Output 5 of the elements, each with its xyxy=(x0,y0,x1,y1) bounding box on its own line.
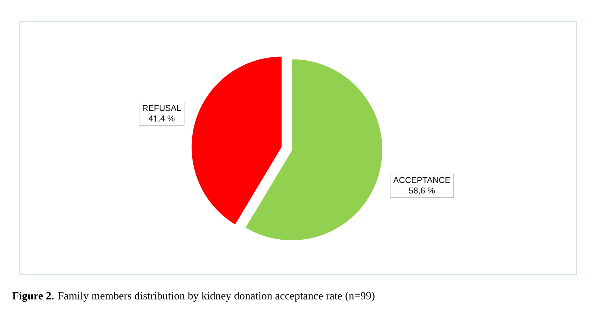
data-label: 58,6 % xyxy=(409,188,435,195)
data-label: 41,4 % xyxy=(148,116,175,123)
slice-label: ACCEPTANCE xyxy=(393,177,450,184)
slice-label: REFUSAL xyxy=(143,105,182,112)
text: Figure 2. Family members distribution by kidney donation acceptance rate (n=99) xyxy=(12,292,375,302)
